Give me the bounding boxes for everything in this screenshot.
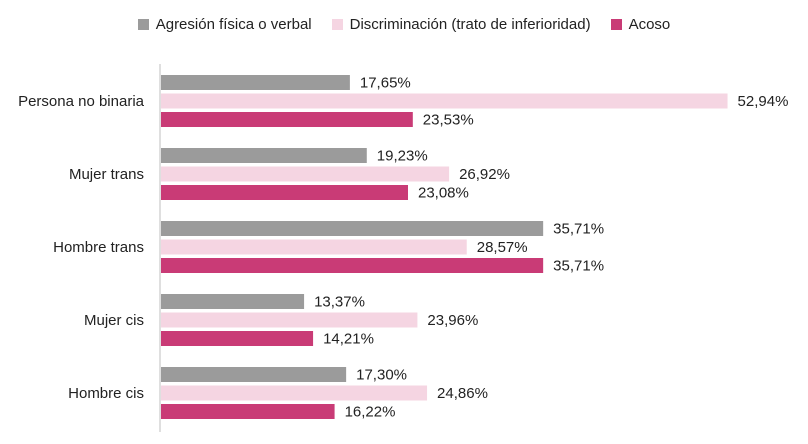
legend-swatch-discriminacion: [331, 18, 343, 30]
data-label: 35,71%: [553, 258, 604, 275]
data-label: 23,53%: [423, 112, 474, 129]
legend-label-acoso: Acoso: [628, 15, 671, 33]
bar: [161, 185, 408, 200]
data-label: 24,86%: [437, 385, 488, 402]
bar: [161, 385, 428, 401]
bar: [161, 148, 367, 163]
bar: [161, 239, 467, 255]
legend-item-discriminacion: Discriminación (trato de inferioridad): [331, 15, 591, 33]
bar: [161, 166, 450, 182]
bar: [161, 112, 413, 127]
data-label: 17,65%: [360, 75, 411, 92]
legend-label-agresion: Agresión física o verbal: [155, 15, 312, 33]
bar: [161, 93, 728, 109]
data-label: 26,92%: [459, 166, 510, 183]
data-label: 17,30%: [356, 367, 407, 384]
data-label: 13,37%: [314, 294, 365, 311]
data-label: 28,57%: [477, 239, 528, 256]
bar: [161, 367, 347, 382]
data-label: 16,22%: [345, 404, 396, 421]
data-label: 14,21%: [323, 331, 374, 348]
category-label: Hombre trans: [53, 239, 144, 256]
chart-legend: Agresión física o verbal Discriminación …: [0, 10, 808, 38]
legend-item-agresion: Agresión física o verbal: [137, 15, 312, 33]
bar: [161, 258, 544, 273]
bar: [161, 294, 305, 309]
legend-item-acoso: Acoso: [610, 15, 671, 33]
bar: [161, 404, 335, 419]
bar: [161, 331, 314, 346]
data-label: 35,71%: [553, 221, 604, 238]
legend-swatch-acoso: [610, 18, 622, 30]
bar: [161, 75, 350, 90]
category-label: Hombre cis: [68, 385, 144, 402]
category-label: Persona no binaria: [18, 93, 145, 110]
bar: [161, 221, 544, 236]
data-label: 52,94%: [738, 93, 789, 110]
data-label: 23,96%: [427, 312, 478, 329]
data-label: 19,23%: [377, 148, 428, 165]
bar: [161, 312, 418, 328]
legend-label-discriminacion: Discriminación (trato de inferioridad): [349, 15, 591, 33]
category-label: Mujer trans: [69, 166, 144, 183]
data-label: 23,08%: [418, 185, 469, 202]
category-label: Mujer cis: [84, 312, 144, 329]
legend-swatch-agresion: [137, 18, 149, 30]
